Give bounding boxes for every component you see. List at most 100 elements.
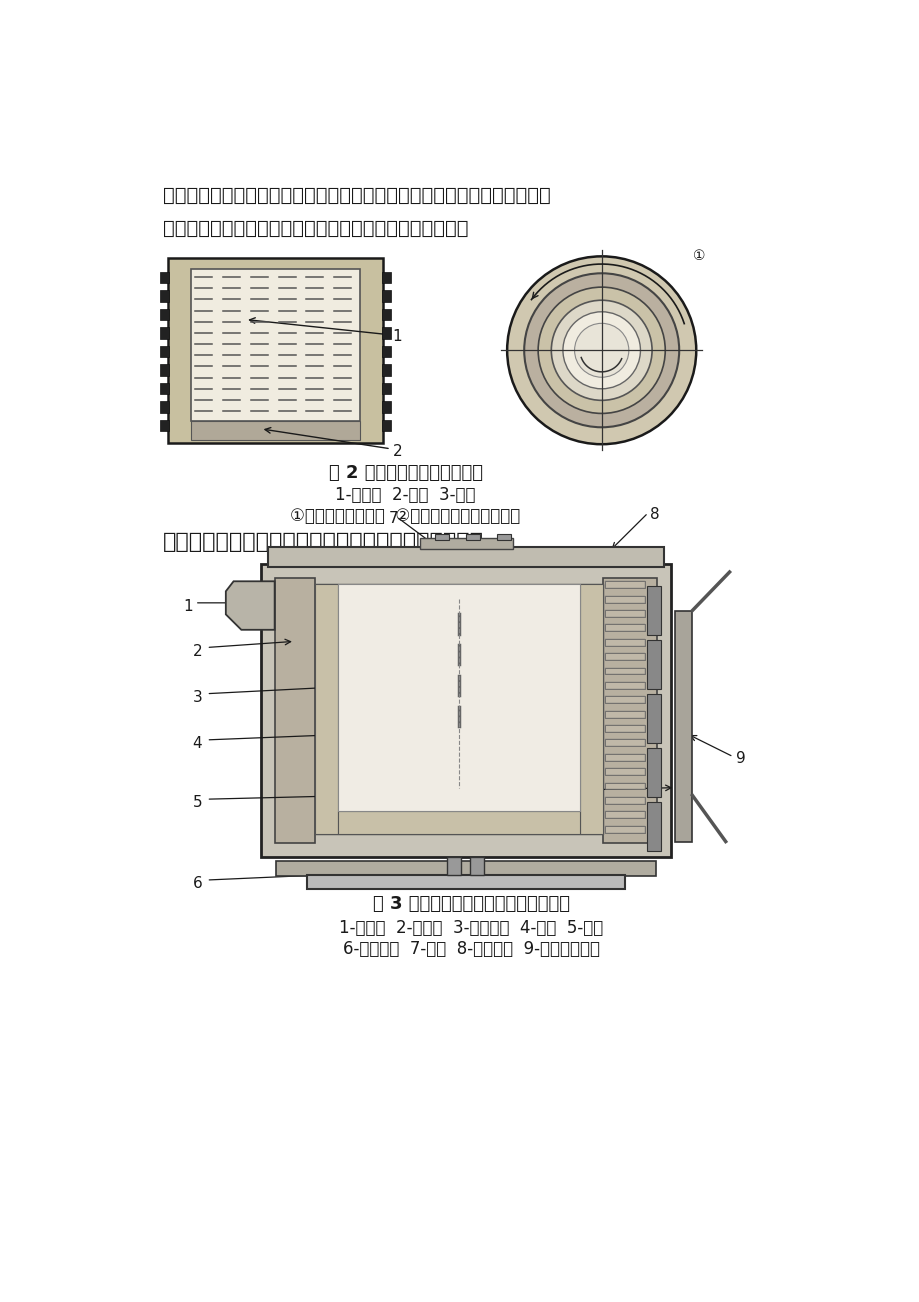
Bar [381,272,391,284]
Bar [160,309,169,320]
Bar [604,754,644,760]
Text: 图 2 无芯感应电炉的工作原理: 图 2 无芯感应电炉的工作原理 [328,465,482,482]
Bar [604,797,644,803]
Bar [381,419,391,431]
Bar [604,811,644,818]
Bar [604,682,644,689]
Bar [604,797,644,803]
Bar [604,768,644,775]
Bar [307,875,624,888]
Bar [160,419,169,431]
Bar [160,345,169,357]
Circle shape [524,273,678,427]
Bar [604,625,644,631]
Bar [604,611,644,617]
Text: ①: ① [692,249,705,263]
Circle shape [574,323,629,378]
Bar [604,682,644,689]
Text: 2: 2 [392,444,402,460]
Bar [604,595,644,603]
Bar [338,583,579,811]
Bar [381,345,391,357]
Bar [646,802,660,850]
Bar [381,309,391,320]
Bar [604,783,644,789]
Circle shape [506,256,696,444]
Bar [604,825,644,832]
Bar [604,668,644,674]
Bar [646,639,660,689]
Bar [160,401,169,413]
Bar [646,694,660,743]
Bar [191,421,359,440]
Text: 7: 7 [388,512,398,526]
Bar [603,578,657,844]
Text: 图 3 无芯工频感应电炉炉体结构示意图: 图 3 无芯工频感应电炉炉体结构示意图 [372,896,570,914]
Bar [604,581,644,589]
Bar [268,547,663,566]
Bar [167,258,382,443]
Bar [604,611,644,617]
Text: 8: 8 [649,508,659,522]
Text: 2: 2 [192,643,202,659]
Circle shape [550,301,652,400]
Bar [381,327,391,339]
Bar [604,725,644,732]
Bar [314,583,338,833]
Bar [604,697,644,703]
Bar [160,327,169,339]
Bar [314,583,603,833]
Polygon shape [225,581,275,630]
Bar [447,857,460,875]
Text: 6-倾转机构  7-炉盖  8-坩埚铁模  9-水电引入系统: 6-倾转机构 7-炉盖 8-坩埚铁模 9-水电引入系统 [343,940,599,958]
Text: 1: 1 [392,329,402,345]
Bar [604,639,644,646]
Bar [160,365,169,376]
Text: 5: 5 [192,796,202,810]
Text: 1: 1 [183,599,193,615]
Bar [604,754,644,760]
Bar [604,639,644,646]
Text: 无芯感应电炉主要由两部分构成：炉体部分和电气部分: 无芯感应电炉主要由两部分构成：炉体部分和电气部分 [163,533,483,552]
Bar [604,725,644,732]
Bar [381,365,391,376]
Bar [604,654,644,660]
Text: 故在涡流的作用下发出热量，以使得炉料融化或钢液过热。: 故在涡流的作用下发出热量，以使得炉料融化或钢液过热。 [163,219,468,238]
Bar [579,583,603,833]
Circle shape [562,311,640,389]
Text: 1-感应器  2-坩埚  3-炉料: 1-感应器 2-坩埚 3-炉料 [335,486,475,504]
Text: 4: 4 [192,736,202,751]
Bar [338,811,579,833]
Bar [435,534,448,540]
Bar [604,740,644,746]
Text: 1-出铁槽  2-感应圈  3-磁性轭铁  4-坩埚  5-支架: 1-出铁槽 2-感应圈 3-磁性轭铁 4-坩埚 5-支架 [339,918,603,936]
Bar [604,668,644,674]
Bar [191,270,359,421]
Bar [646,586,660,635]
Bar [604,654,644,660]
Bar [496,534,510,540]
Bar [604,581,644,589]
Bar [604,740,644,746]
Bar [275,578,314,844]
Bar [604,697,644,703]
Bar [604,595,644,603]
Bar [260,564,671,857]
Bar [381,401,391,413]
Bar [381,383,391,395]
Bar [466,534,480,540]
Bar [604,711,644,717]
Bar [160,272,169,284]
Circle shape [538,288,664,414]
Text: 6: 6 [192,876,202,891]
Bar [419,538,512,549]
Bar [604,768,644,775]
Bar [160,290,169,302]
Bar [470,857,483,875]
Text: 9: 9 [735,751,744,767]
Bar [160,383,169,395]
Bar [604,711,644,717]
Bar [604,783,644,789]
Bar [604,811,644,818]
Bar [604,825,644,832]
